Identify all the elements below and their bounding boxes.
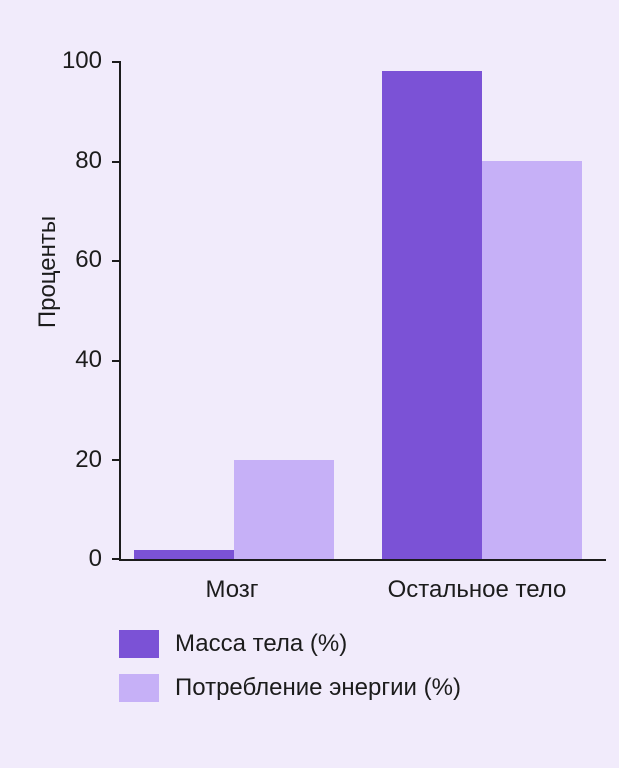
legend-item-energy: Потребление энергии (%) bbox=[119, 674, 461, 702]
y-tick-40: 40 bbox=[75, 346, 102, 373]
bar-body-energy bbox=[482, 160, 582, 560]
y-tick-60: 60 bbox=[75, 246, 102, 273]
legend-swatch-mass bbox=[119, 630, 159, 658]
legend-label-energy: Потребление энергии (%) bbox=[175, 674, 461, 701]
tick-mark bbox=[112, 161, 120, 163]
tick-mark bbox=[112, 260, 120, 262]
tick-mark bbox=[112, 558, 120, 560]
y-tick-100: 100 bbox=[61, 47, 102, 74]
plot-area bbox=[120, 61, 606, 560]
tick-mark bbox=[112, 61, 120, 63]
y-axis bbox=[119, 61, 121, 561]
legend-item-mass: Масса тела (%) bbox=[119, 630, 347, 658]
y-tick-0: 0 bbox=[88, 545, 102, 572]
y-tick-80: 80 bbox=[75, 147, 102, 174]
y-tick-20: 20 bbox=[75, 446, 102, 473]
bar-body-mass bbox=[382, 70, 482, 560]
category-label-brain: Мозг bbox=[205, 576, 259, 603]
tick-mark bbox=[112, 459, 120, 461]
category-label-body: Остальное тело bbox=[387, 576, 567, 603]
legend-swatch-energy bbox=[119, 674, 159, 702]
y-axis-label: Проценты bbox=[34, 215, 61, 329]
x-axis bbox=[119, 559, 606, 561]
bar-brain-energy bbox=[234, 460, 334, 560]
legend-label-mass: Масса тела (%) bbox=[175, 630, 348, 657]
bar-brain-mass bbox=[134, 550, 234, 560]
tick-mark bbox=[112, 360, 120, 362]
